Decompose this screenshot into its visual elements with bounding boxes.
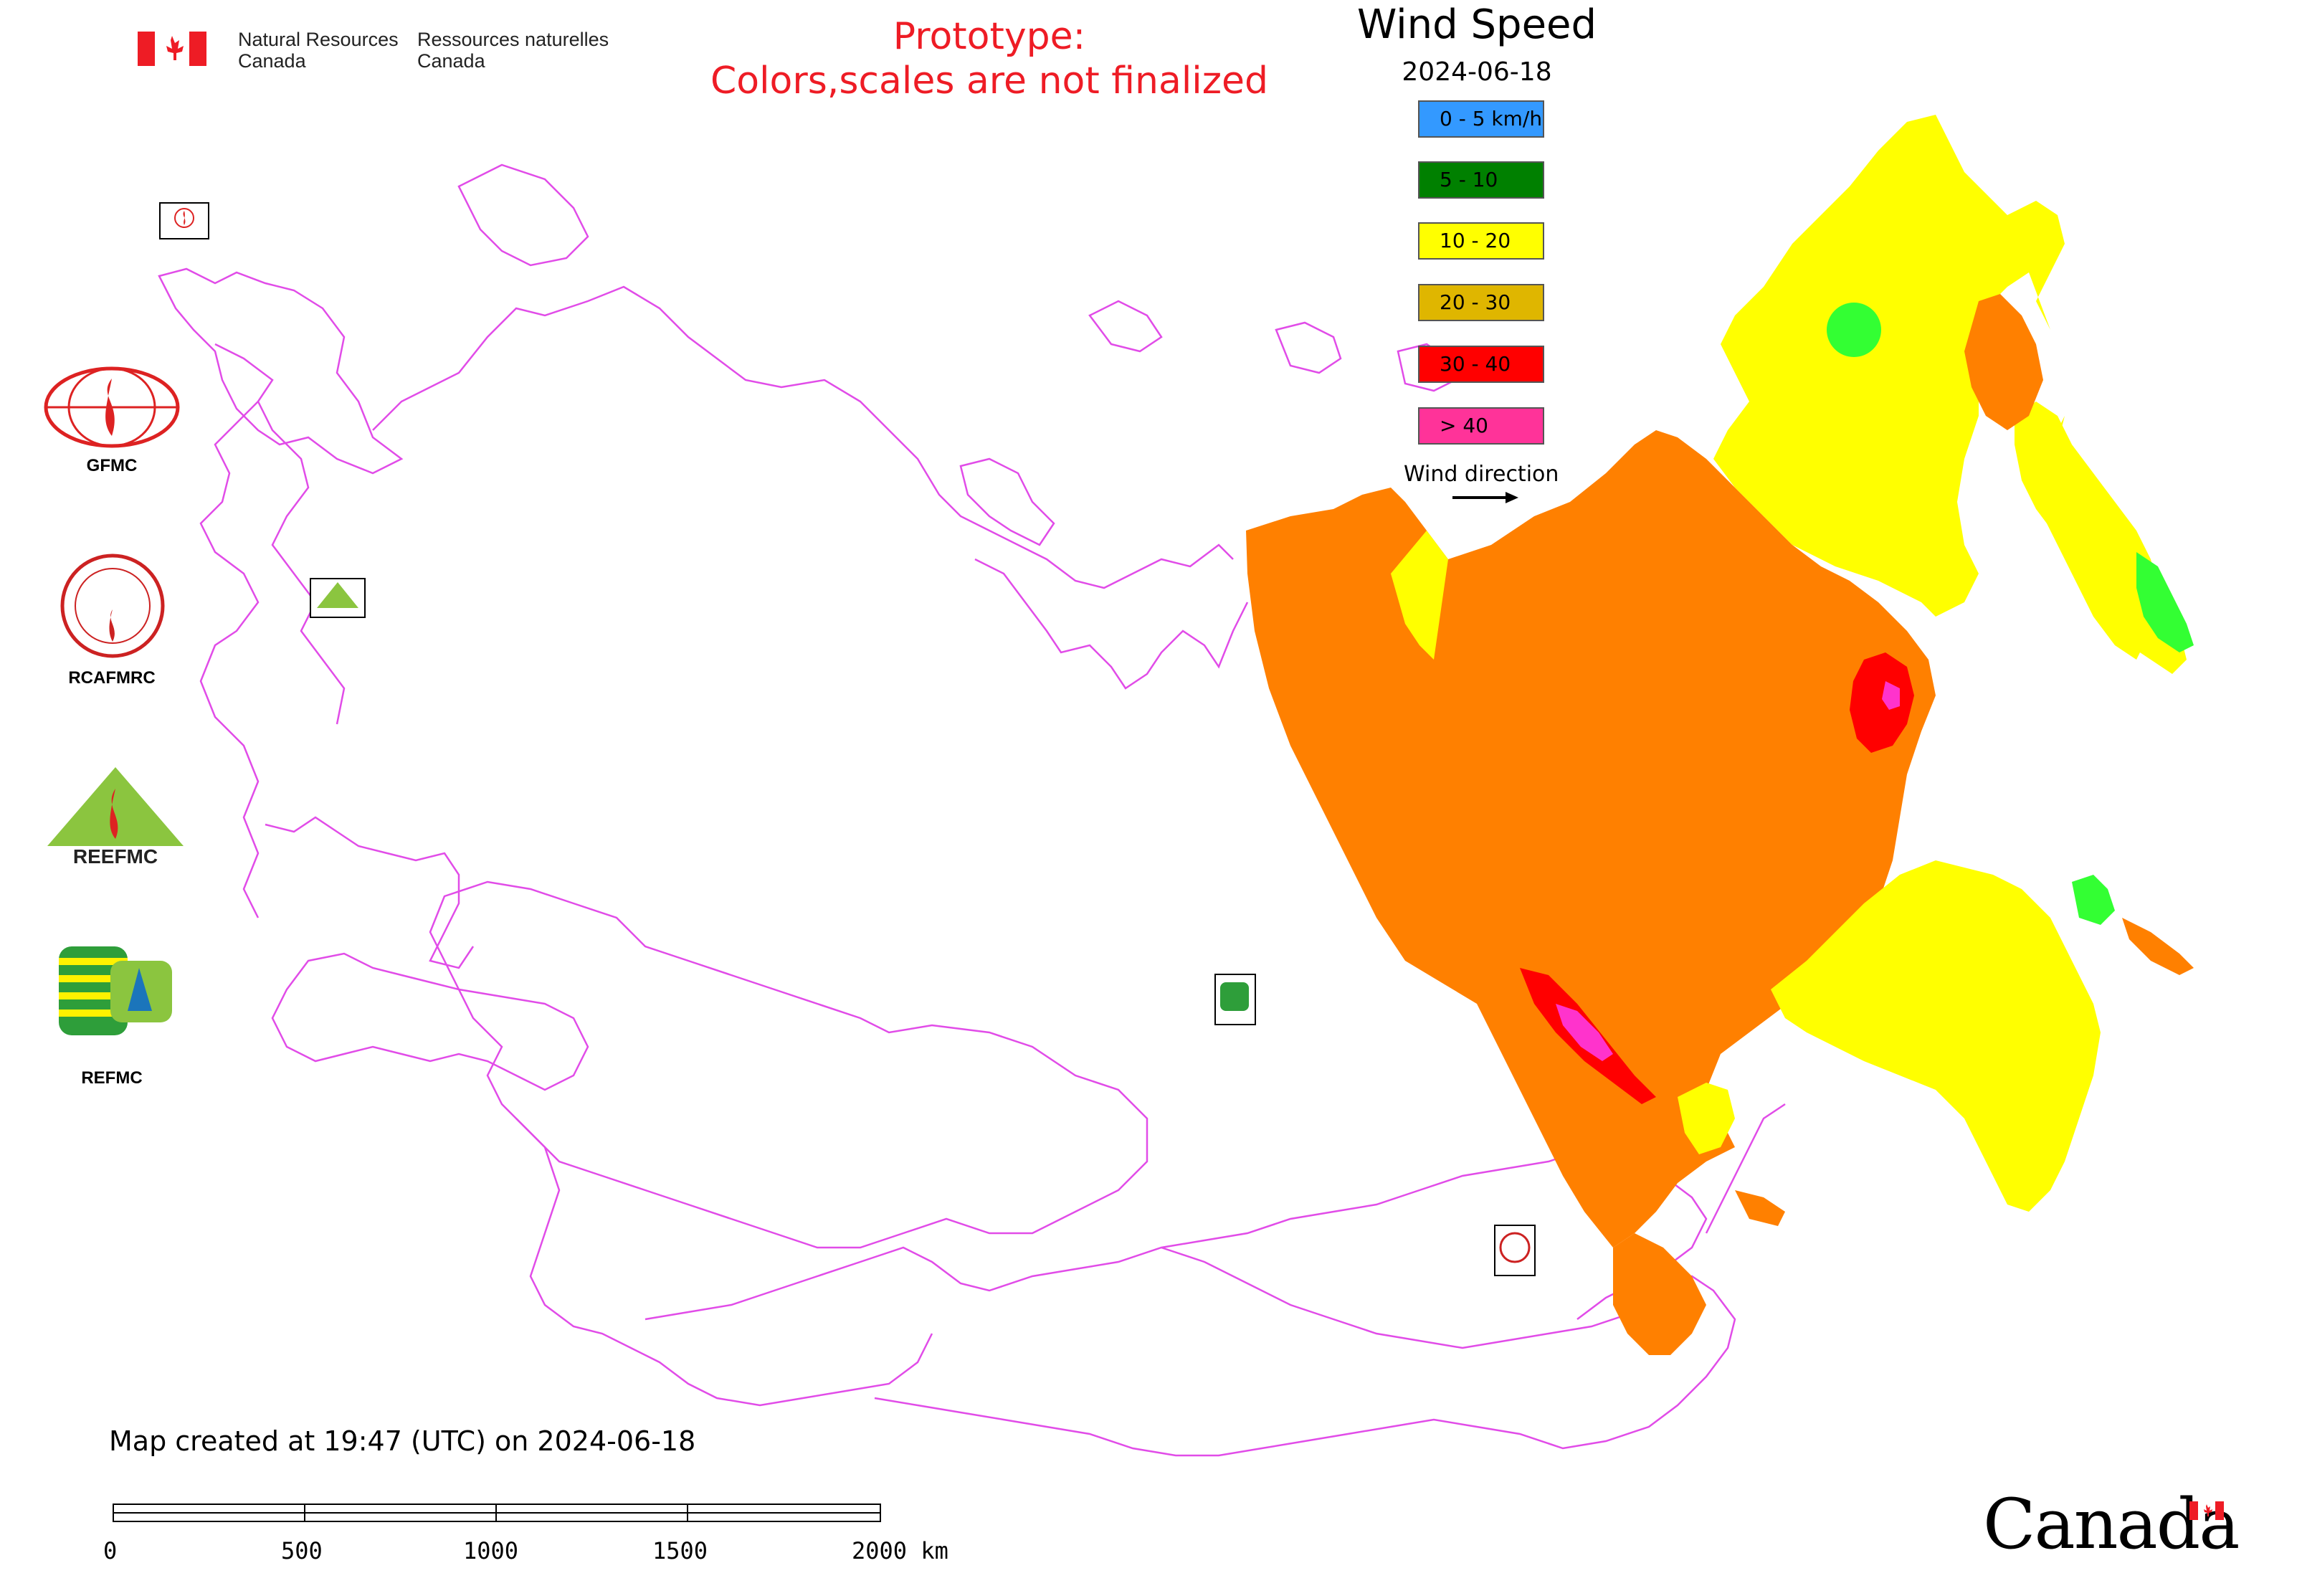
agency-name-fr: Ressources naturelles Canada [417, 29, 609, 72]
caspian-outline [515, 1118, 933, 1407]
gfmc-logo-icon [40, 364, 184, 450]
gfmc-logo-small-icon [159, 202, 209, 239]
legend-item-over-40: > 40 [1418, 407, 1544, 445]
scale-label-500: 500 [281, 1537, 323, 1564]
far-east-outline [1705, 1103, 1786, 1234]
prototype-notice: Prototype: Colors,scales are not finaliz… [645, 14, 1333, 103]
scale-bar [113, 1504, 881, 1522]
map-date: 2024-06-18 [1402, 57, 1552, 87]
scale-label-1000: 1000 [463, 1537, 519, 1564]
country-boundaries [158, 163, 1786, 1457]
kazakhstan-outline [429, 880, 1148, 1249]
map-title: Wind Speed [1356, 1, 1597, 48]
legend-item-20-30: 20 - 30 [1418, 284, 1544, 321]
svg-text:REEFMC: REEFMC [73, 845, 158, 868]
zone-orange-lower-tip [1613, 1233, 1706, 1355]
mongolia-outline [874, 1246, 1736, 1457]
zone-orange-east-patch [1964, 294, 2043, 430]
canada-flag-icon [138, 32, 206, 66]
novaya-zemlya [959, 457, 1055, 546]
zone-yellow-southeast [1771, 860, 2101, 1212]
reefmc-logo-small-icon [310, 578, 366, 618]
wind-direction-arrow-icon [1452, 492, 1518, 503]
zone-yellow-small [1678, 1083, 1735, 1154]
refmc-logo-icon [59, 946, 173, 1035]
ukraine-outline [271, 952, 589, 1091]
legend-item-5-10: 5 - 10 [1418, 161, 1544, 199]
scale-label-1500: 1500 [652, 1537, 708, 1564]
rcafmrc-logo-small-icon [1494, 1225, 1536, 1276]
zone-yellow-wedge [1391, 531, 1448, 660]
rcafmrc-logo-icon [59, 552, 166, 660]
legend-item-0-5: 0 - 5 km/h [1418, 100, 1544, 138]
zone-green-circle [1827, 303, 1881, 357]
russia-north-coast [372, 285, 1234, 589]
agency-name-en: Natural Resources Canada [238, 29, 399, 72]
baltic-outline [257, 401, 346, 725]
zone-yellow-north [1713, 115, 2029, 617]
map-created-text: Map created at 19:47 (UTC) on 2024-06-18 [109, 1425, 696, 1457]
prototype-notice-line1: Prototype: [893, 15, 1086, 58]
reefmc-logo-icon: REEFMC [40, 767, 191, 868]
zone-magenta-east [1882, 681, 1900, 710]
rcafmrc-label: RCAFMRC [68, 668, 156, 688]
scandinavia-outline [158, 267, 404, 475]
scale-label-2000: 2000 km [852, 1537, 948, 1564]
central-asia-outline [645, 1146, 1708, 1321]
scale-label-0: 0 [103, 1537, 118, 1564]
legend-item-10-20: 10 - 20 [1418, 222, 1544, 260]
zone-green-east [2136, 552, 2194, 652]
prototype-notice-line2: Colors,scales are not finalized [710, 60, 1269, 103]
wind-direction-label: Wind direction [1404, 462, 1559, 487]
gfmc-label: GFMC [86, 456, 138, 475]
yamal-peninsula [974, 558, 1249, 690]
refmc-logo-small-icon [1214, 974, 1256, 1025]
europe-west-outline [199, 343, 274, 918]
zone-orange-kuril [2122, 918, 2194, 975]
central-europe-outline [265, 816, 475, 969]
zone-orange-sakhalin [1735, 1190, 1785, 1226]
refmc-label: REFMC [81, 1068, 143, 1088]
canada-wordmark-flag-icon [2189, 1501, 2224, 1520]
zone-red-east [1850, 652, 1914, 753]
kola-peninsula [457, 163, 589, 267]
zone-green-southeast [2072, 875, 2115, 925]
zone-magenta-south [1556, 1004, 1613, 1061]
legend-item-30-40: 30 - 40 [1418, 346, 1544, 383]
canada-wordmark: Canada [1983, 1484, 2240, 1564]
islands-north [1088, 300, 1457, 392]
wind-zones [1246, 115, 2194, 1355]
